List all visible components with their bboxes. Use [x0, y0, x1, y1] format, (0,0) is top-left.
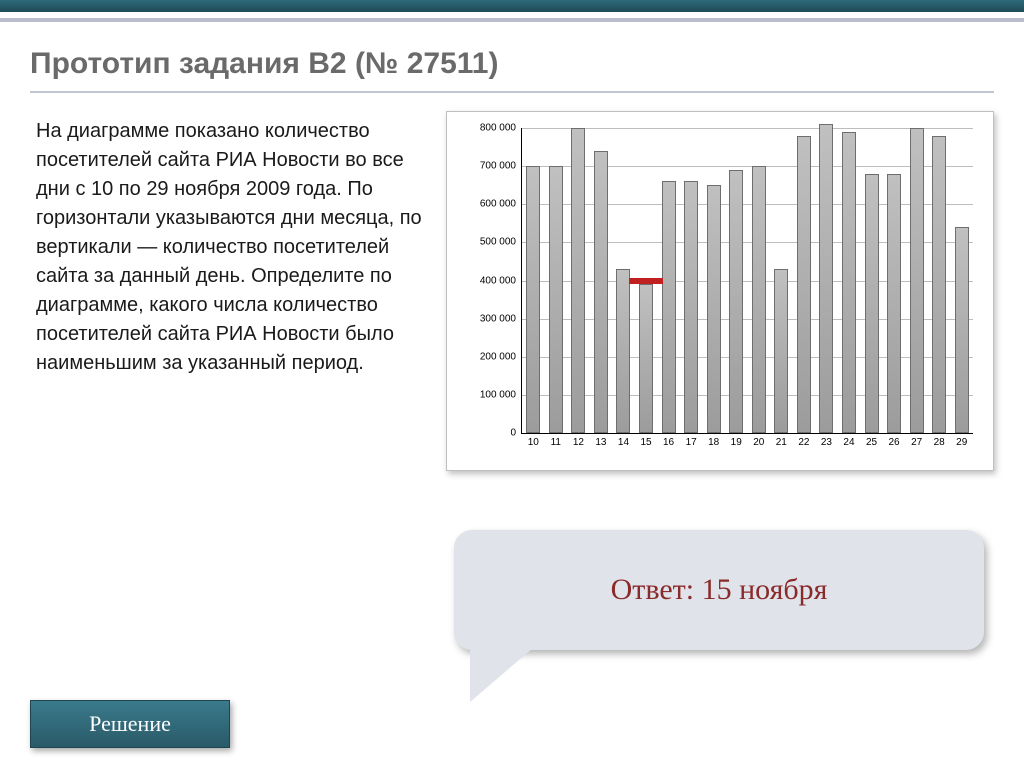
gridline: [522, 281, 973, 282]
bar: [955, 227, 969, 433]
x-tick-label: 26: [889, 437, 900, 448]
y-tick-label: 0: [510, 428, 516, 439]
gridline: [522, 204, 973, 205]
bar: [729, 170, 743, 433]
gridline: [522, 166, 973, 167]
highlight-marker: [629, 278, 663, 284]
bar: [616, 269, 630, 433]
x-tick-label: 10: [528, 437, 539, 448]
bar: [526, 166, 540, 433]
answer-callout: Ответ: 15 ноября: [454, 530, 984, 650]
y-tick-label: 600 000: [480, 199, 516, 210]
bar: [932, 136, 946, 433]
gridline: [522, 242, 973, 243]
y-tick-label: 100 000: [480, 389, 516, 400]
solution-label: Решение: [89, 711, 171, 737]
bar: [549, 166, 563, 433]
bar-chart: 0 100 000 200 000 300 000 400 000 500 000 600 …: [461, 124, 979, 456]
y-tick-label: 300 000: [480, 313, 516, 324]
x-tick-label: 22: [798, 437, 809, 448]
x-tick-label: 29: [956, 437, 967, 448]
bar: [752, 166, 766, 433]
y-tick-label: 200 000: [480, 351, 516, 362]
bar: [819, 124, 833, 433]
gridline: [522, 395, 973, 396]
y-tick-label: 700 000: [480, 161, 516, 172]
page-title: Прототип задания B2 (№ 27511): [0, 22, 1024, 91]
bar: [865, 174, 879, 433]
y-tick-label: 400 000: [480, 275, 516, 286]
bar: [797, 136, 811, 433]
bar: [684, 181, 698, 433]
gridline: [522, 319, 973, 320]
x-tick-label: 25: [866, 437, 877, 448]
x-tick-label: 20: [753, 437, 764, 448]
bar: [910, 128, 924, 433]
bar: [707, 185, 721, 433]
x-tick-label: 16: [663, 437, 674, 448]
answer-text: Ответ: 15 ноября: [611, 573, 828, 607]
problem-text: На диаграмме показано количество посетит…: [36, 111, 426, 471]
x-tick-label: 11: [551, 437, 561, 448]
x-tick-label: 15: [640, 437, 651, 448]
gridline: [522, 128, 973, 129]
y-tick-label: 500 000: [480, 237, 516, 248]
header-bar: [0, 0, 1024, 12]
bar: [774, 269, 788, 433]
chart-panel: 0 100 000 200 000 300 000 400 000 500 000 600 …: [446, 111, 994, 471]
x-tick-label: 13: [595, 437, 606, 448]
x-tick-label: 23: [821, 437, 832, 448]
bar: [887, 174, 901, 433]
x-tick-label: 14: [618, 437, 629, 448]
x-tick-label: 21: [776, 437, 787, 448]
solution-button[interactable]: Решение: [30, 700, 230, 748]
x-tick-label: 12: [573, 437, 584, 448]
x-tick-label: 18: [708, 437, 719, 448]
x-tick-label: 17: [686, 437, 697, 448]
bar: [594, 151, 608, 433]
bar: [639, 284, 653, 433]
x-tick-label: 19: [731, 437, 742, 448]
content-row: На диаграмме показано количество посетит…: [0, 93, 1024, 471]
bar: [571, 128, 585, 433]
x-tick-label: 24: [843, 437, 854, 448]
x-tick-label: 28: [934, 437, 945, 448]
bar: [662, 181, 676, 433]
gridline: [522, 357, 973, 358]
x-tick-label: 27: [911, 437, 922, 448]
y-tick-label: 800 000: [480, 123, 516, 134]
bar: [842, 132, 856, 433]
